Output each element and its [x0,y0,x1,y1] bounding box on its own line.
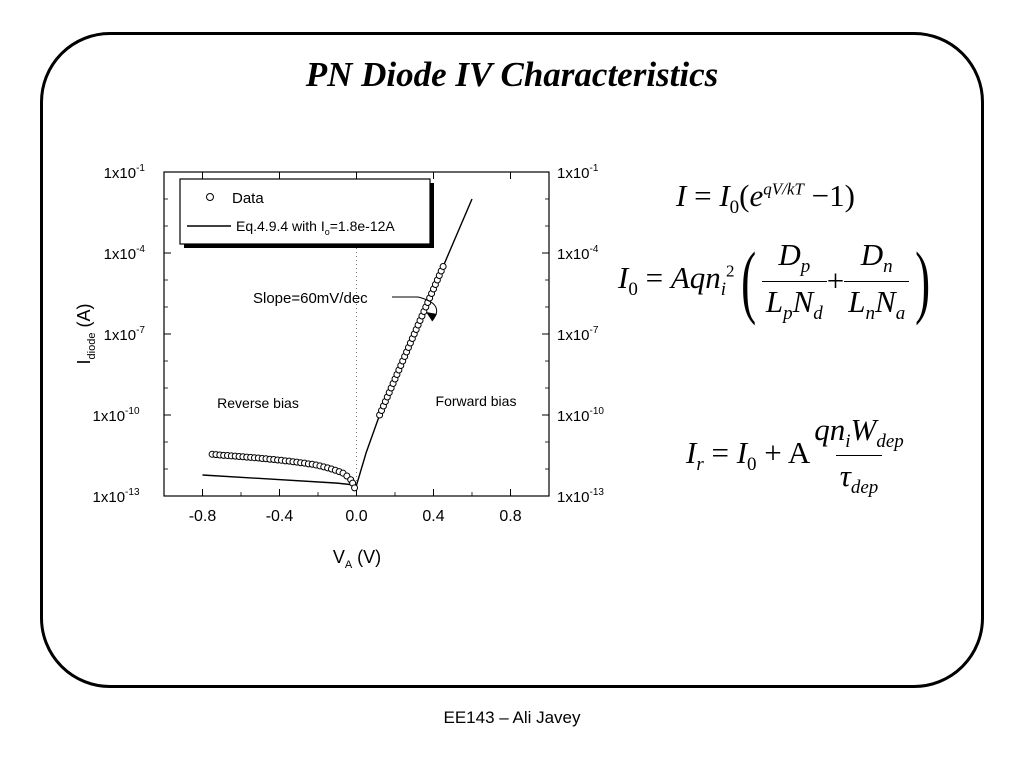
slide-footer: EE143 – Ali Javey [443,708,581,727]
x-tick-label: 0.8 [499,508,521,525]
data-point [351,484,359,492]
data-point [439,262,447,270]
y-tick-label-left: 1x10-10 [93,406,140,425]
y-tick-exponent: -10 [590,406,605,417]
y-tick-label-left: 1x10-13 [93,487,140,506]
reverse-bias-label: Reverse bias [217,395,299,411]
x-tick-label: 0.0 [345,508,367,525]
y-tick-exponent: -7 [136,325,145,336]
y-tick-exponent: -4 [136,244,145,255]
y-axis-label-sub: diode [86,333,98,360]
y-tick-label-right: 1x10-1 [557,163,599,182]
forward-bias-label: Forward bias [436,393,517,409]
y-tick-label-right: 1x10-7 [557,325,599,344]
legend-label-fit-suffix: =1.8e-12A [330,218,396,234]
y-tick-exponent: -10 [125,406,140,417]
legend-label-data: Data [232,190,264,207]
legend-label-fit-sub: o [325,227,330,237]
legend-label-fit: Eq.4.9.4 with Io=1.8e-12A [236,218,395,237]
y-tick-exponent: -1 [590,163,599,174]
y-tick-exponent: -1 [136,163,145,174]
y-tick-label-right: 1x10-4 [557,244,599,263]
y-axis-label: Idiode (A) [74,304,98,365]
y-tick-label-right: 1x10-10 [557,406,604,425]
y-tick-label-left: 1x10-4 [104,244,146,263]
slope-annotation: Slope=60mV/dec [253,290,368,307]
x-tick-label: -0.8 [189,508,217,525]
x-axis-label-unit: (V) [352,547,381,567]
x-tick-label: 0.4 [422,508,444,525]
x-axis-label-sub: A [345,559,353,571]
x-axis-label: VA (V) [333,547,381,571]
y-tick-label-left: 1x10-7 [104,325,146,344]
equation-saturation-current: I0 = Aqni2(Dp LpNd + Dn LnNa) [618,235,931,326]
legend-marker-data [206,193,214,201]
y-tick-label-left: 1x10-1 [104,163,146,182]
slope-arrowhead [426,312,437,321]
y-tick-exponent: -7 [590,325,599,336]
x-tick-label: -0.4 [266,508,294,525]
y-tick-label-right: 1x10-13 [557,487,604,506]
y-axis-label-unit: (A) [74,304,94,333]
equation-diode-current: I = I0(eqV/kT −1) [676,178,855,219]
y-tick-exponent: -4 [590,244,599,255]
legend-box [179,178,431,245]
y-tick-exponent: -13 [125,487,140,498]
y-tick-exponent: -13 [590,487,605,498]
slide-frame [40,32,984,688]
slide-title: PN Diode IV Characteristics [305,55,719,94]
